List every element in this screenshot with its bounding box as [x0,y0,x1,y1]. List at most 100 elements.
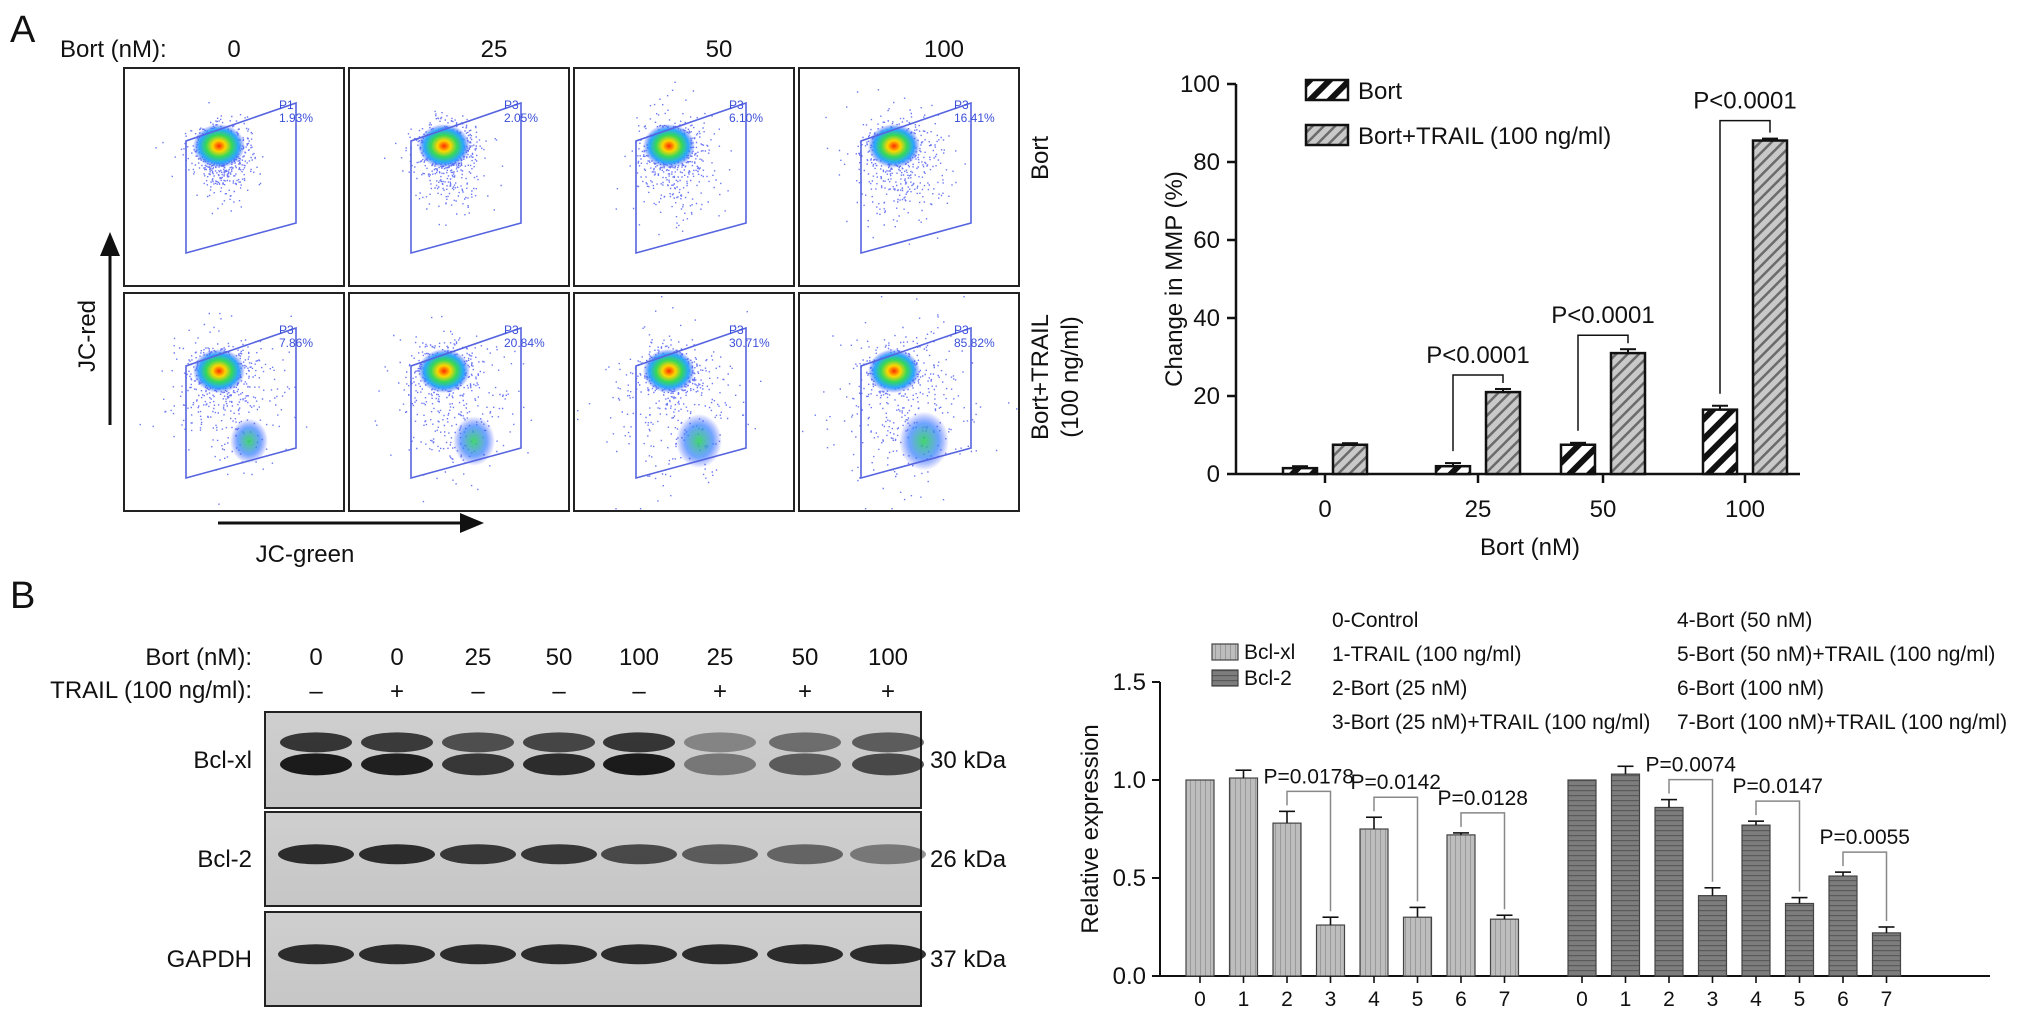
legend-label: Bcl-2 [1244,667,1292,690]
x-tick-label: 3 [1325,988,1337,1011]
group-legend-item: 3-Bort (25 nM)+TRAIL (100 ng/ml) [1332,711,1650,734]
lane-trail-label: – [471,678,485,705]
bar-bcl-2 [1697,895,1728,977]
x-tick-label: 5 [1794,988,1806,1011]
gate-value: 30.71% [729,336,770,350]
significance-bracket [1460,812,1506,910]
significance-bracket [1755,800,1801,892]
gate-polygon [185,326,297,480]
blot-bcl-xl: Bcl-xl 30 kDa [193,711,1007,809]
bar-bcl-xl [1185,779,1215,977]
density-hotspot [643,124,695,168]
relative-expression-chart: 0.0 0.5 1.0 1.5 Relative expression 0 1 2 3 4 5 6 7 0… [1077,641,1990,1011]
secondary-density [676,413,722,469]
gate-value: 20.84% [504,336,545,350]
panel-letter-a: A [10,9,36,51]
x-axis-title: Bort (nM) [1480,534,1580,561]
blot-trail-header: TRAIL (100 ng/ml): [50,677,252,704]
group-legend-item: 0-Control [1332,609,1418,632]
band [523,732,595,753]
x-tick-label: 7 [1881,988,1893,1011]
lane-bort-label: 25 [707,644,734,671]
bar-bort-trail [1484,390,1522,476]
band [684,753,756,776]
y-tick-label: 60 [1193,227,1220,254]
flow-plot-frame [123,292,345,512]
x-tick-label: 1 [1238,988,1250,1011]
x-tick-label: 100 [1725,496,1765,523]
y-tick-label: 80 [1193,149,1220,176]
blot-gapdh: GAPDH 37 kDa [167,911,1007,1007]
band [442,753,514,776]
p-value-label: P=0.0142 [1350,771,1441,794]
band [769,753,841,776]
x-tick-label: 7 [1499,988,1511,1011]
lane-bort-label: 50 [546,644,573,671]
band [852,753,924,776]
mmp-bar-chart: 0 20 40 60 80 100 Change in MMP (%) Bort (nM) 0 2… [1161,71,1800,561]
legend-swatch [1211,669,1239,687]
jc-green-label: JC-green [256,541,355,568]
dose-label: 0 [227,36,240,63]
bar-bort-trail [1751,139,1789,476]
bar-bort [1701,408,1739,476]
band [850,944,926,965]
blot-bort-header: Bort (nM): [145,644,252,671]
lane-trail-label: – [632,678,646,705]
density-hotspot [868,124,920,168]
band [521,844,597,865]
x-tick-label: 50 [1590,496,1617,523]
flow-plot-frame [348,67,570,287]
flow-plot-frame [573,67,795,287]
p-value-label: P=0.0128 [1437,787,1528,810]
lane-bort-label: 100 [868,644,908,671]
lane-trail-label: + [390,678,404,705]
blot-bcl-2: Bcl-2 26 kDa [197,811,1007,907]
bar-bcl-xl [1446,834,1476,977]
secondary-density [899,411,949,471]
blot-protein-label: Bcl-2 [197,846,252,873]
band [278,944,354,965]
y-tick-label: 1.5 [1113,669,1146,696]
band [361,753,433,776]
p-value-label: P<0.0001 [1551,302,1654,329]
band [359,844,435,865]
band [682,844,758,865]
bar-bcl-2 [1654,806,1684,977]
x-tick-label: 3 [1707,988,1719,1011]
gate-name: P3 [954,98,969,112]
gate-value: 1.93% [279,111,313,125]
y-tick-label: 0.0 [1113,963,1146,990]
x-tick-label: 0 [1194,988,1206,1011]
y-tick-label: 20 [1193,383,1220,410]
lane-bort-label: 50 [792,644,819,671]
band [361,732,433,753]
significance-bracket [1286,790,1332,912]
event-dots [139,312,308,505]
lane-trail-label: + [713,678,727,705]
y-axis-title: Change in MMP (%) [1161,171,1188,387]
blot-lane-labels: 0 0 25 50 100 25 50 100 – + – – – + + + [309,644,908,705]
significance-bracket [1577,334,1629,431]
group-legend: 0-Control 1-TRAIL (100 ng/ml) 2-Bort (25 n… [1332,609,2007,734]
band [682,944,758,965]
gate-polygon [635,101,747,255]
lane-bort-label: 25 [465,644,492,671]
flow-plot: P32.05% [348,67,570,287]
band [767,944,843,965]
density-hotspot [868,349,920,393]
flow-plot-frame [798,67,1020,287]
gate-polygon [860,101,972,255]
gate-value: 6.10% [729,111,763,125]
y-tick-label: 0 [1207,461,1220,488]
gate-value: 16.41% [954,111,995,125]
blot-protein-label: Bcl-xl [193,747,252,774]
bar-bcl-2 [1828,875,1858,977]
band [684,732,756,753]
dose-label: 50 [706,36,733,63]
gate-name: P3 [504,98,519,112]
gate-polygon [185,101,297,255]
y-tick-label: 40 [1193,305,1220,332]
